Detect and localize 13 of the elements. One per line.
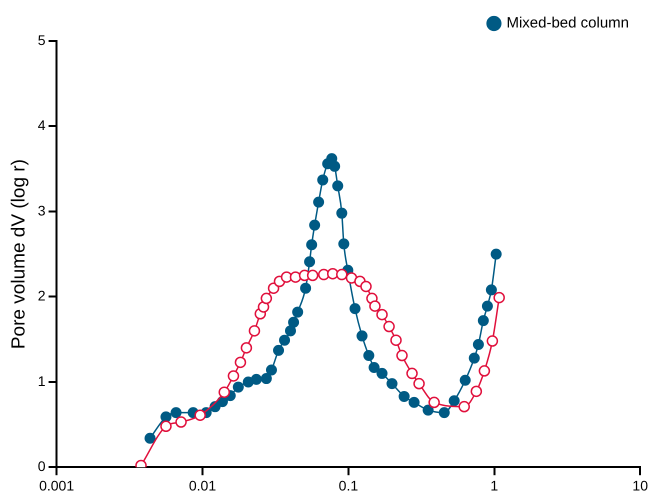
- x-tick-label: 0.01: [188, 477, 216, 494]
- x-tick-label: 0.001: [39, 477, 74, 494]
- y-tick-label: 1: [38, 372, 46, 389]
- y-tick-label: 2: [38, 288, 46, 304]
- y-axis-title: Pore volume dV (log r): [8, 159, 30, 350]
- x-tick-label: 10: [632, 477, 648, 494]
- x-tick-label: 1: [490, 477, 498, 494]
- legend-label: Mixed-bed column: [506, 14, 630, 32]
- y-tick-label: 4: [38, 117, 46, 134]
- x-tick-label: 0.1: [338, 477, 358, 494]
- y-tick-label: 0: [38, 458, 46, 474]
- y-tick-label: 3: [38, 202, 46, 218]
- y-tick-label: 5: [38, 32, 46, 48]
